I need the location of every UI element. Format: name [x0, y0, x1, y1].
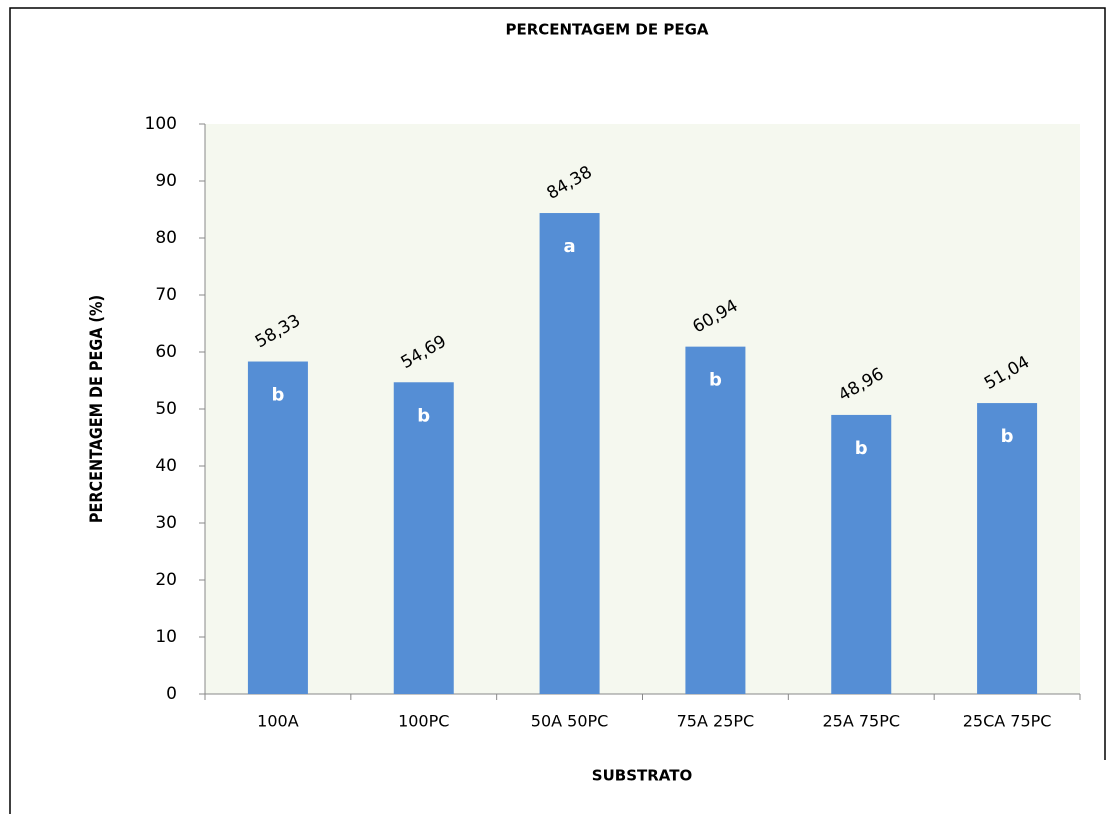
- frame: [9, 7, 1106, 814]
- x-tick-label: 50A 50PC: [531, 712, 609, 731]
- bar: [685, 346, 746, 694]
- bar: [393, 382, 454, 694]
- bar: [247, 361, 308, 694]
- x-tick-label: 25CA 75PC: [963, 712, 1052, 731]
- bar: [977, 403, 1038, 694]
- y-tick-label: 20: [155, 570, 177, 590]
- y-axis-title: PERCENTAGEM DE PEGA (%): [86, 295, 106, 523]
- letter-label: a: [564, 236, 576, 257]
- letter-label: b: [271, 385, 284, 406]
- chart-title: PERCENTAGEM DE PEGA: [505, 21, 708, 39]
- y-tick-label: 80: [155, 228, 177, 248]
- letter-label: b: [1001, 426, 1014, 447]
- letter-label: b: [855, 438, 868, 459]
- y-tick-label: 100: [145, 114, 177, 134]
- plot-area: [205, 124, 1080, 694]
- letter-label: b: [417, 405, 430, 426]
- x-tick-label: 100PC: [398, 712, 449, 731]
- x-axis-title: SUBSTRATO: [592, 767, 692, 785]
- bar: [831, 414, 892, 694]
- y-tick-label: 30: [155, 513, 177, 533]
- y-tick-label: 40: [155, 456, 177, 476]
- y-tick-label: 60: [155, 342, 177, 362]
- y-tick-label: 0: [166, 684, 177, 704]
- y-tick-label: 10: [155, 627, 177, 647]
- y-tick-label: 50: [155, 399, 177, 419]
- x-tick-label: 100A: [257, 712, 299, 731]
- y-tick-label: 90: [155, 171, 177, 191]
- x-tick-label: 75A 25PC: [677, 712, 755, 731]
- bar: [539, 213, 600, 694]
- y-tick-label: 70: [155, 285, 177, 305]
- letter-label: b: [709, 370, 722, 391]
- x-tick-label: 25A 75PC: [822, 712, 900, 731]
